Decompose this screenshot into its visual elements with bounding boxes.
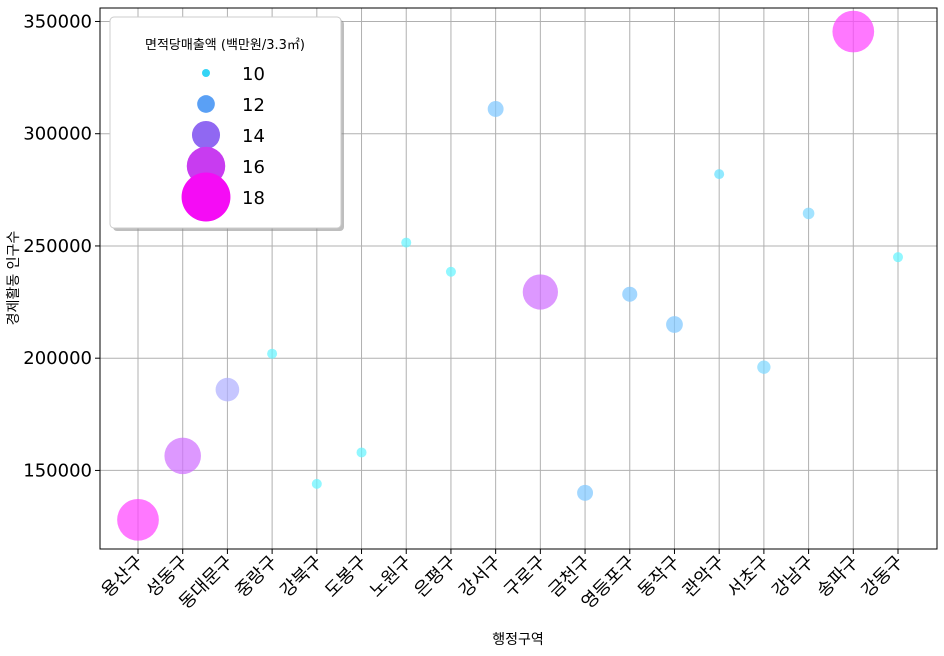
legend-label: 18 xyxy=(242,188,265,209)
scatter-point xyxy=(356,447,367,458)
legend-title: 면적당매출액 (백만원/3.3㎡) xyxy=(145,38,305,53)
y-axis-ticks: 150000 200000 250000 300000 350000 xyxy=(23,11,100,481)
scatter-point xyxy=(577,484,594,501)
legend-marker xyxy=(191,120,221,150)
x-tick-label: 강북구 xyxy=(276,552,326,602)
scatter-point xyxy=(832,10,875,53)
x-tick-label: 용산구 xyxy=(98,552,148,602)
x-axis-ticks: 용산구성동구동대문구중랑구강북구도봉구노원구은평구강서구구로구금천구영등포구동작… xyxy=(98,549,908,613)
y-tick-label: 350000 xyxy=(23,11,92,32)
x-tick-label: 강남구 xyxy=(768,552,818,602)
legend-marker xyxy=(181,172,231,222)
legend-marker xyxy=(202,69,210,77)
scatter-points xyxy=(117,10,903,541)
x-tick-label: 구로구 xyxy=(500,552,550,602)
x-tick-label: 강동구 xyxy=(858,552,908,602)
x-tick-label: 은평구 xyxy=(410,552,460,602)
legend-label: 10 xyxy=(242,64,265,85)
scatter-point xyxy=(117,498,159,541)
scatter-point xyxy=(622,286,638,302)
legend-entries: 10 12 14 16 18 xyxy=(181,64,265,222)
y-tick-label: 250000 xyxy=(23,236,92,257)
x-tick-label: 서초구 xyxy=(723,552,773,602)
x-tick-label: 도봉구 xyxy=(321,552,371,602)
scatter-point xyxy=(714,169,725,180)
scatter-point xyxy=(757,360,771,374)
scatter-point xyxy=(487,101,504,117)
scatter-point xyxy=(401,237,412,248)
x-tick-label: 중랑구 xyxy=(232,552,282,602)
scatter-point xyxy=(893,252,903,263)
legend-box xyxy=(109,16,342,229)
y-tick-label: 300000 xyxy=(23,124,92,145)
y-axis-title: 경제활동 인구수 xyxy=(6,231,22,326)
legend-marker xyxy=(197,95,215,113)
scatter-point xyxy=(267,348,278,359)
x-tick-label: 관악구 xyxy=(679,552,729,602)
legend: 면적당매출액 (백만원/3.3㎡) 10 12 14 16 18 xyxy=(109,16,344,231)
scatter-point xyxy=(445,266,456,277)
x-axis-title: 행정구역 xyxy=(492,632,544,648)
y-tick-label: 150000 xyxy=(23,460,92,481)
x-tick-label: 동작구 xyxy=(634,552,684,602)
y-tick-label: 200000 xyxy=(23,348,92,369)
plot-frame xyxy=(99,7,938,550)
scatter-point xyxy=(215,377,240,402)
legend-label: 16 xyxy=(242,157,265,178)
scatter-point xyxy=(522,274,558,310)
scatter-point xyxy=(311,478,322,489)
scatter-point xyxy=(666,316,683,333)
scatter-point xyxy=(164,437,201,475)
x-tick-label: 송파구 xyxy=(813,552,863,602)
legend-label: 12 xyxy=(242,95,265,116)
x-tick-label: 강서구 xyxy=(455,552,505,602)
x-tick-label: 노원구 xyxy=(366,552,416,602)
legend-label: 14 xyxy=(242,126,265,147)
scatter-point xyxy=(802,207,815,220)
